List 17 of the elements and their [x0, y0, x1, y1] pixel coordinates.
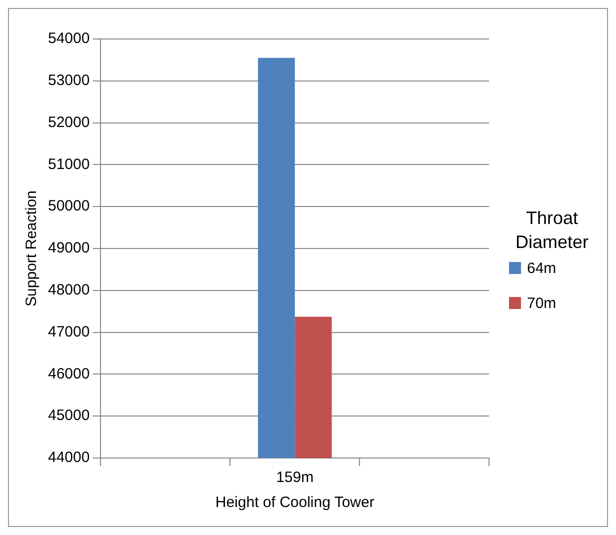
legend-title: Throat Diameter — [514, 206, 590, 254]
y-tick-label: 44000 — [48, 449, 90, 466]
y-tick-label: 49000 — [48, 240, 90, 257]
x-axis-title: Height of Cooling Tower — [215, 494, 374, 512]
y-tick-label: 48000 — [48, 282, 90, 299]
legend-label: 70m — [527, 294, 556, 312]
y-tick-label: 47000 — [48, 323, 90, 340]
y-axis-title: Support Reaction — [23, 190, 40, 306]
y-tick-label: 46000 — [48, 365, 90, 382]
y-tick-label: 50000 — [48, 198, 90, 215]
y-tick-label: 54000 — [48, 30, 90, 48]
y-tick-label: 53000 — [48, 72, 90, 90]
y-tick-label: 52000 — [48, 114, 90, 131]
legend-label: 64m — [527, 260, 556, 276]
x-tick-label: 159m — [276, 469, 314, 486]
y-tick-label: 45000 — [48, 407, 90, 424]
y-tick-label: 51000 — [48, 156, 90, 173]
